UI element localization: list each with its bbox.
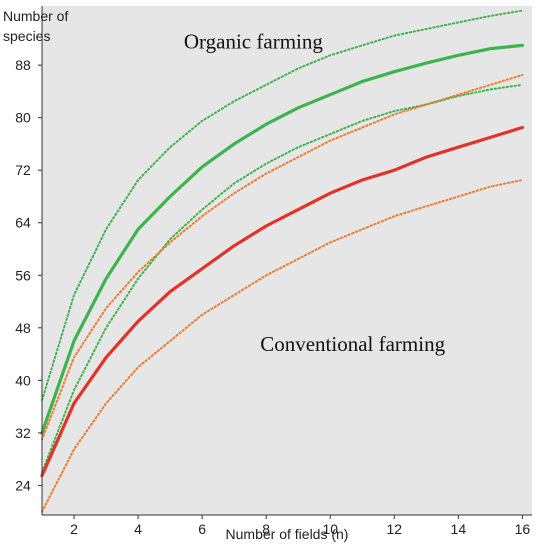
y-tick-label: 48 [15,320,31,336]
y-tick-label: 40 [15,372,31,388]
x-tick-label: 16 [515,521,531,537]
series-layer [40,9,525,513]
series-line-2 [41,9,524,402]
y-tick-label: 24 [15,477,31,493]
y-axis-title-line: species [3,28,50,44]
y-tick-label: 32 [15,425,31,441]
x-axis-title: Number of fields (n) [226,526,349,542]
x-tick-label: 12 [386,521,402,537]
series-line-4 [40,125,525,478]
x-tick-label: 8 [262,521,270,537]
x-tick-label: 4 [134,521,142,537]
y-tick-label: 88 [15,57,31,73]
x-tick-label: 6 [198,521,206,537]
annotation-label: Organic farming [184,30,323,54]
series-line-1 [40,43,525,435]
y-tick-label: 56 [15,267,31,283]
y-tick-label: 80 [15,110,31,126]
series-line-5 [41,74,524,441]
annotation-layer: Organic farming Conventional farming [184,30,446,356]
x-tick-label: 2 [70,521,78,537]
x-tick-label: 10 [322,521,338,537]
annotation-label: Conventional farming [260,332,445,356]
y-axis-title-line: Number of [3,8,68,24]
x-tick-label: 14 [451,521,467,537]
y-tick-label: 72 [15,162,31,178]
plot-area [42,6,532,515]
y-tick-label: 64 [15,215,31,231]
series-line-6 [41,179,524,513]
